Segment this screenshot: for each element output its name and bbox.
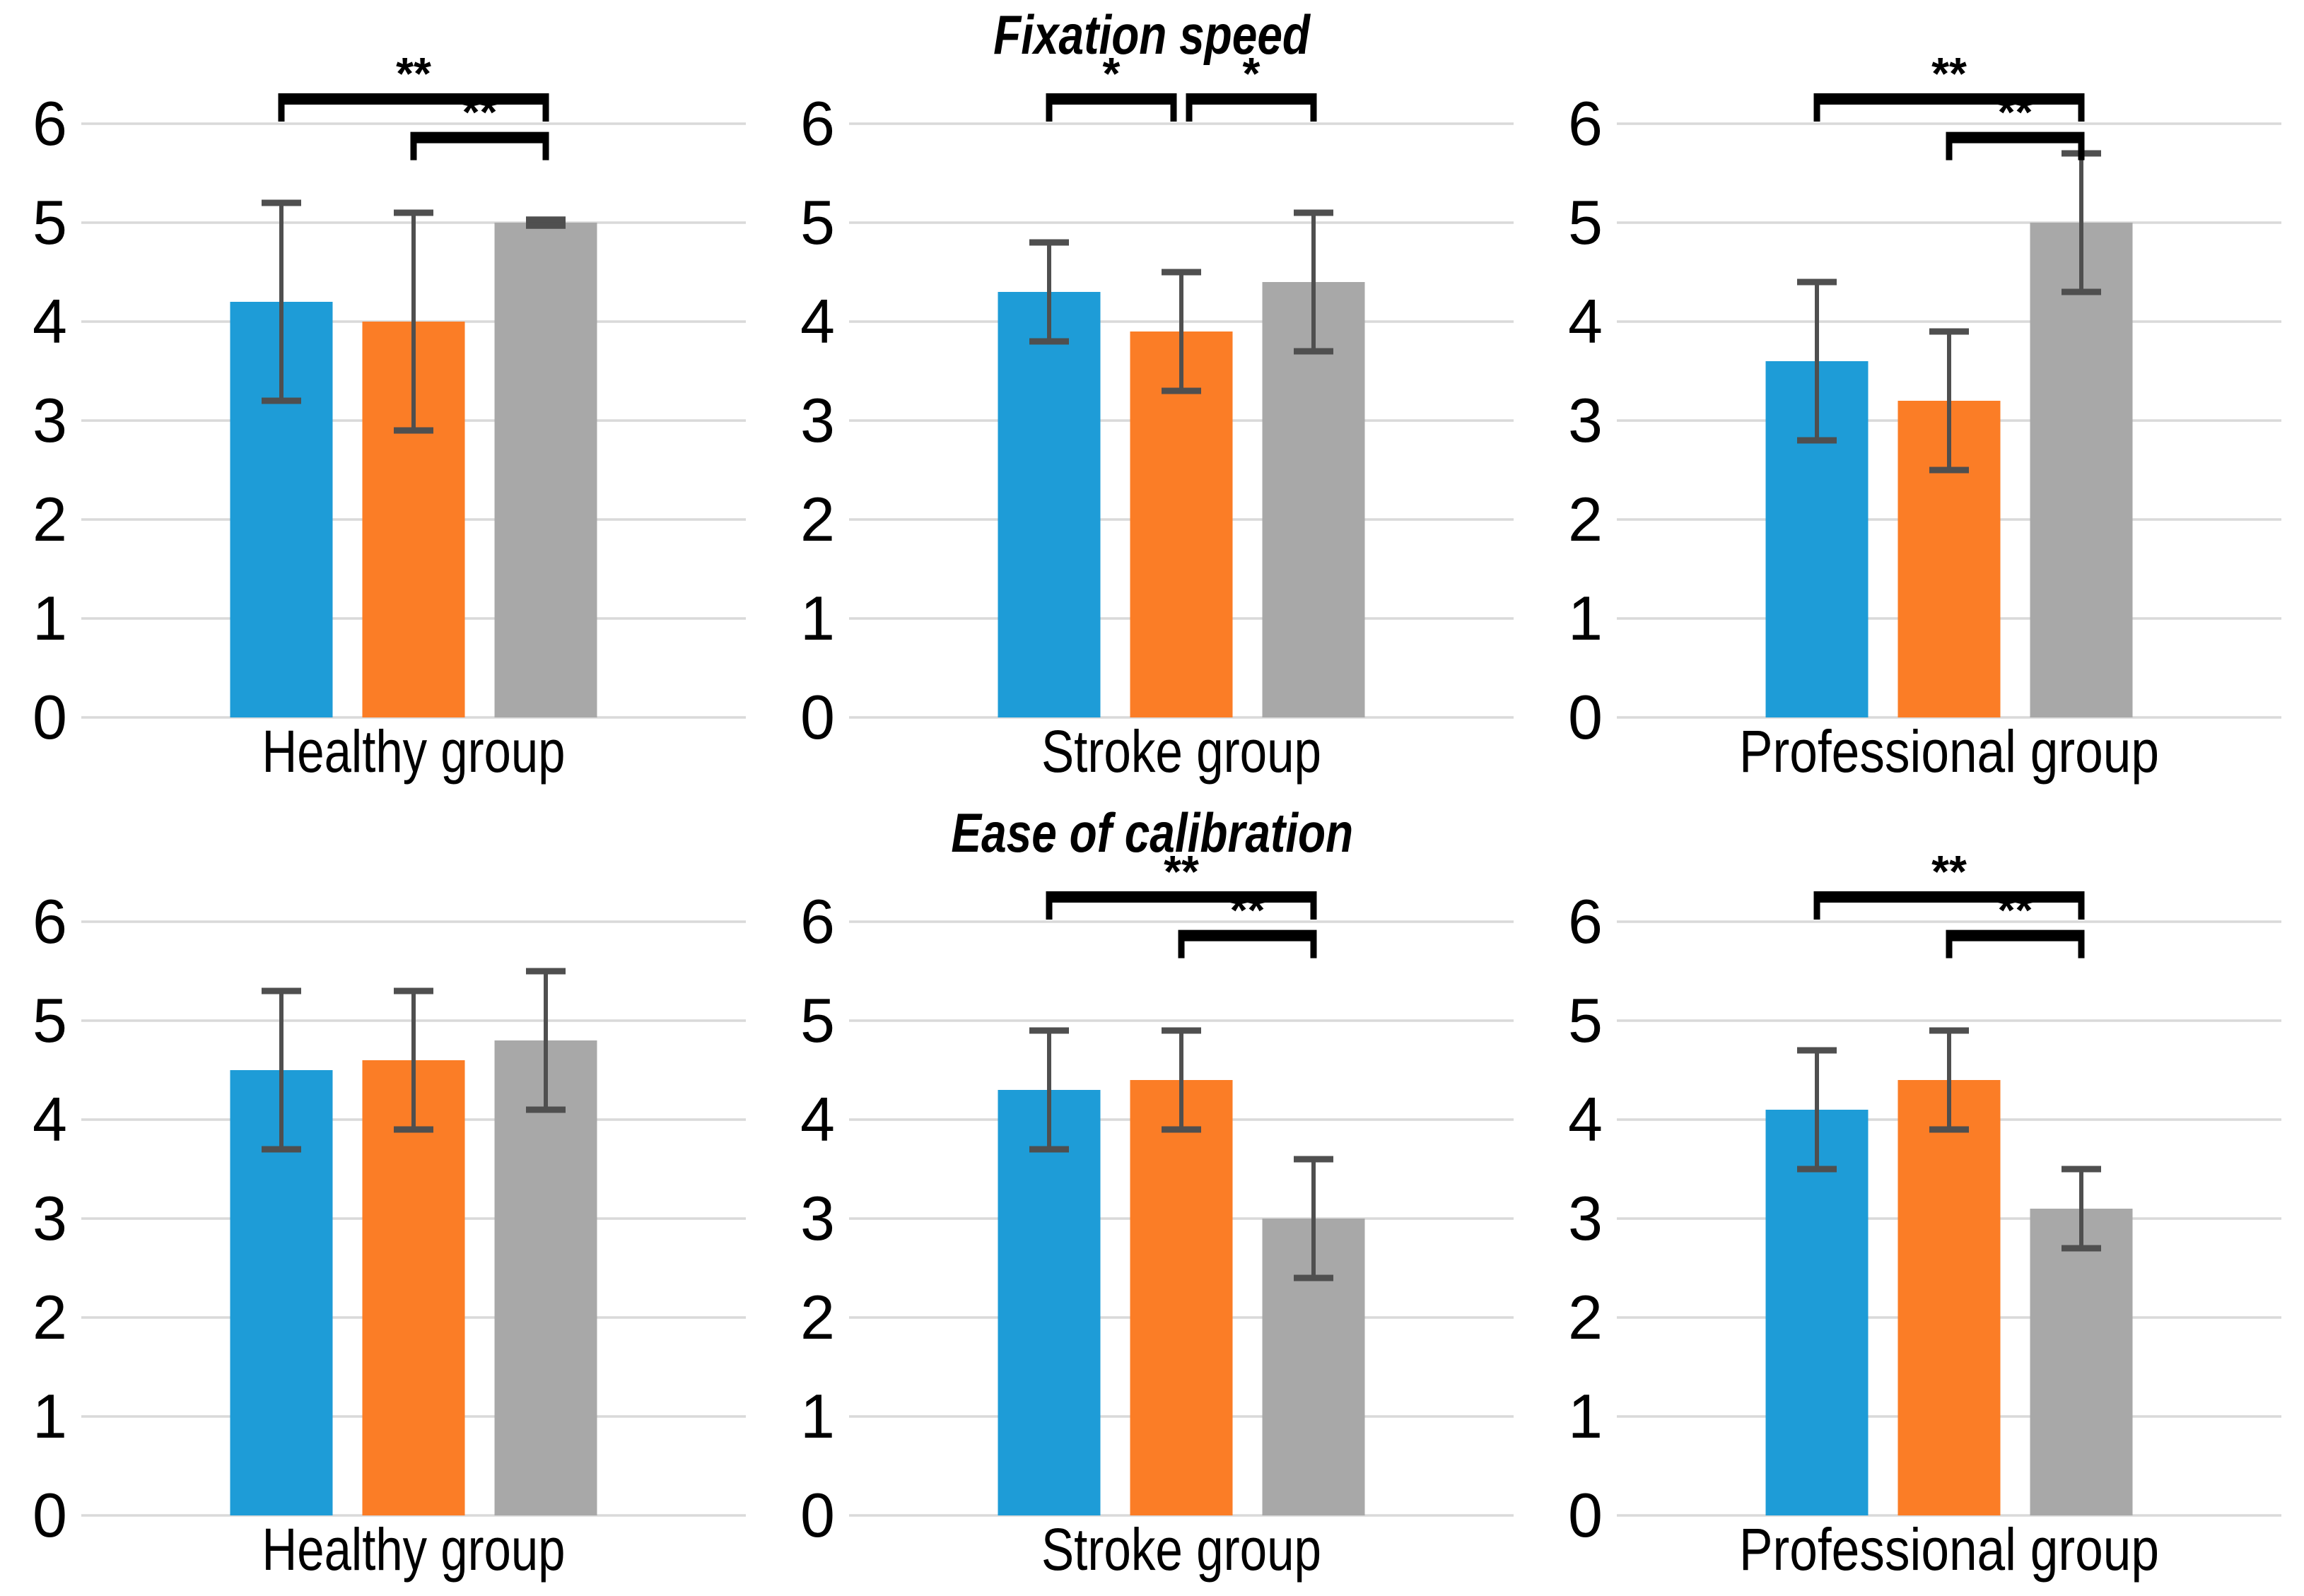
y-tick-label: 2 [33,1282,67,1352]
bar-orange [1130,1080,1233,1515]
bar-orange [1130,331,1233,717]
y-tick-label: 4 [33,286,67,356]
y-tick-label: 1 [1568,1381,1603,1451]
significance-label: ** [1998,87,2033,138]
y-tick-label: 6 [33,88,67,158]
y-tick-label: 3 [33,1183,67,1253]
y-tick-label: 0 [33,1480,67,1550]
y-tick-label: 3 [33,385,67,455]
panel-calibration-healthy-group: 0 1 2 3 4 5 6 Healthy group [33,886,746,1583]
y-tick-label: 1 [800,583,835,653]
y-tick-label: 0 [33,682,67,752]
y-tick-label: 0 [800,682,835,752]
bar-blue [998,292,1101,717]
x-category-label: Healthy group [262,1516,566,1583]
y-tick-label: 4 [1568,1084,1603,1154]
y-tick-label: 3 [1568,385,1603,455]
panel-calibration-stroke-group: 0 1 2 3 4 5 6 ** ** Stroke group [800,846,1514,1583]
bar-gray [494,223,597,717]
x-category-label: Stroke group [1041,1516,1321,1583]
significance-label: ** [1230,885,1265,936]
y-tick-label: 4 [800,286,835,356]
y-tick-label: 5 [33,187,67,257]
y-tick-label: 0 [1568,682,1603,752]
significance-label: ** [1931,48,1967,99]
y-tick-label: 5 [800,187,835,257]
y-tick-label: 5 [33,985,67,1055]
y-tick-label: 4 [1568,286,1603,356]
bar-blue [1765,1110,1869,1515]
y-tick-label: 1 [1568,583,1603,653]
y-tick-label: 6 [1568,88,1603,158]
y-tick-label: 6 [33,886,67,956]
y-tick-label: 3 [800,385,835,455]
significance-label: ** [1998,885,2033,936]
y-tick-label: 5 [800,985,835,1055]
panel-fixation-stroke-group: 0 1 2 3 4 5 6 * * Stroke group [800,48,1514,785]
significance-label: * [1103,48,1121,99]
x-category-label: Professional group [1739,718,2159,785]
significance-label: ** [1164,846,1199,897]
y-tick-label: 6 [800,88,835,158]
y-tick-label: 3 [800,1183,835,1253]
bar-blue [998,1090,1101,1515]
y-tick-label: 0 [800,1480,835,1550]
bar-gray [1262,282,1365,717]
x-category-label: Healthy group [262,718,566,785]
y-tick-label: 6 [1568,886,1603,956]
y-tick-label: 2 [800,484,835,554]
panel-calibration-professional-group: 0 1 2 3 4 5 6 ** ** Professional group [1568,846,2281,1583]
y-tick-label: 2 [800,1282,835,1352]
y-tick-label: 1 [800,1381,835,1451]
bar-gray [2030,1209,2133,1515]
y-tick-label: 2 [33,484,67,554]
bar-gray [494,1040,597,1515]
y-tick-label: 5 [1568,187,1603,257]
significance-label: ** [396,48,431,99]
bar-orange [1897,1080,2001,1515]
bar-gray [2030,223,2133,717]
significance-label: * [1243,48,1261,99]
significance-label: ** [462,87,498,138]
y-tick-label: 4 [800,1084,835,1154]
y-tick-label: 0 [1568,1480,1603,1550]
y-tick-label: 4 [33,1084,67,1154]
y-tick-label: 2 [1568,484,1603,554]
y-tick-label: 2 [1568,1282,1603,1352]
x-category-label: Professional group [1739,1516,2159,1583]
y-tick-label: 1 [33,1381,67,1451]
y-tick-label: 3 [1568,1183,1603,1253]
panel-fixation-healthy-group: 0 1 2 3 4 5 6 ** ** Healthy group [33,48,746,785]
y-tick-label: 1 [33,583,67,653]
panel-fixation-professional-group: 0 1 2 3 4 5 6 ** ** Professional group [1568,48,2281,785]
significance-label: ** [1931,846,1967,897]
y-tick-label: 5 [1568,985,1603,1055]
bar-orange [362,1060,465,1515]
y-tick-label: 6 [800,886,835,956]
x-category-label: Stroke group [1041,718,1321,785]
